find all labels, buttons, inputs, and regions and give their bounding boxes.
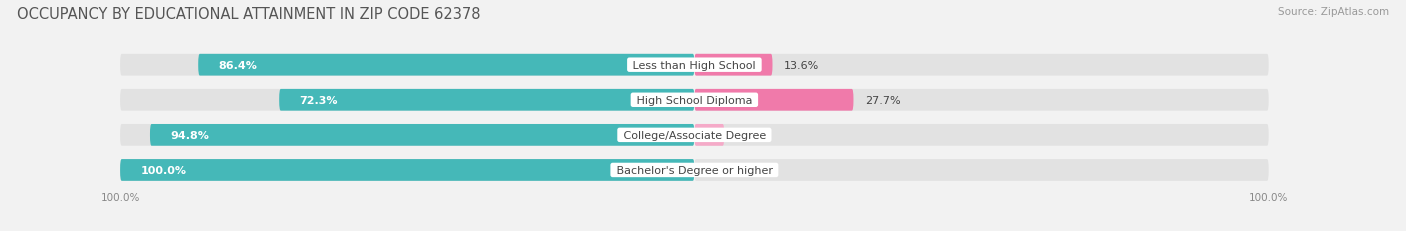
FancyBboxPatch shape: [695, 125, 1268, 146]
Text: College/Associate Degree: College/Associate Degree: [620, 130, 769, 140]
Text: 27.7%: 27.7%: [865, 95, 901, 105]
FancyBboxPatch shape: [695, 90, 853, 111]
Text: Source: ZipAtlas.com: Source: ZipAtlas.com: [1278, 7, 1389, 17]
FancyBboxPatch shape: [695, 90, 1268, 111]
Text: 94.8%: 94.8%: [170, 130, 209, 140]
Text: OCCUPANCY BY EDUCATIONAL ATTAINMENT IN ZIP CODE 62378: OCCUPANCY BY EDUCATIONAL ATTAINMENT IN Z…: [17, 7, 481, 22]
Text: 86.4%: 86.4%: [218, 61, 257, 70]
FancyBboxPatch shape: [120, 125, 695, 146]
FancyBboxPatch shape: [120, 159, 695, 181]
Text: 0.0%: 0.0%: [706, 165, 734, 175]
FancyBboxPatch shape: [150, 125, 695, 146]
Text: Less than High School: Less than High School: [630, 61, 759, 70]
FancyBboxPatch shape: [695, 125, 724, 146]
Text: 13.6%: 13.6%: [785, 61, 820, 70]
FancyBboxPatch shape: [120, 159, 695, 181]
Text: 5.2%: 5.2%: [735, 130, 763, 140]
FancyBboxPatch shape: [695, 55, 1268, 76]
FancyBboxPatch shape: [695, 55, 772, 76]
Text: 100.0%: 100.0%: [141, 165, 186, 175]
FancyBboxPatch shape: [120, 90, 695, 111]
Text: High School Diploma: High School Diploma: [633, 95, 756, 105]
FancyBboxPatch shape: [280, 90, 695, 111]
Text: 72.3%: 72.3%: [299, 95, 337, 105]
FancyBboxPatch shape: [120, 55, 695, 76]
FancyBboxPatch shape: [198, 55, 695, 76]
FancyBboxPatch shape: [695, 159, 1268, 181]
Text: Bachelor's Degree or higher: Bachelor's Degree or higher: [613, 165, 776, 175]
